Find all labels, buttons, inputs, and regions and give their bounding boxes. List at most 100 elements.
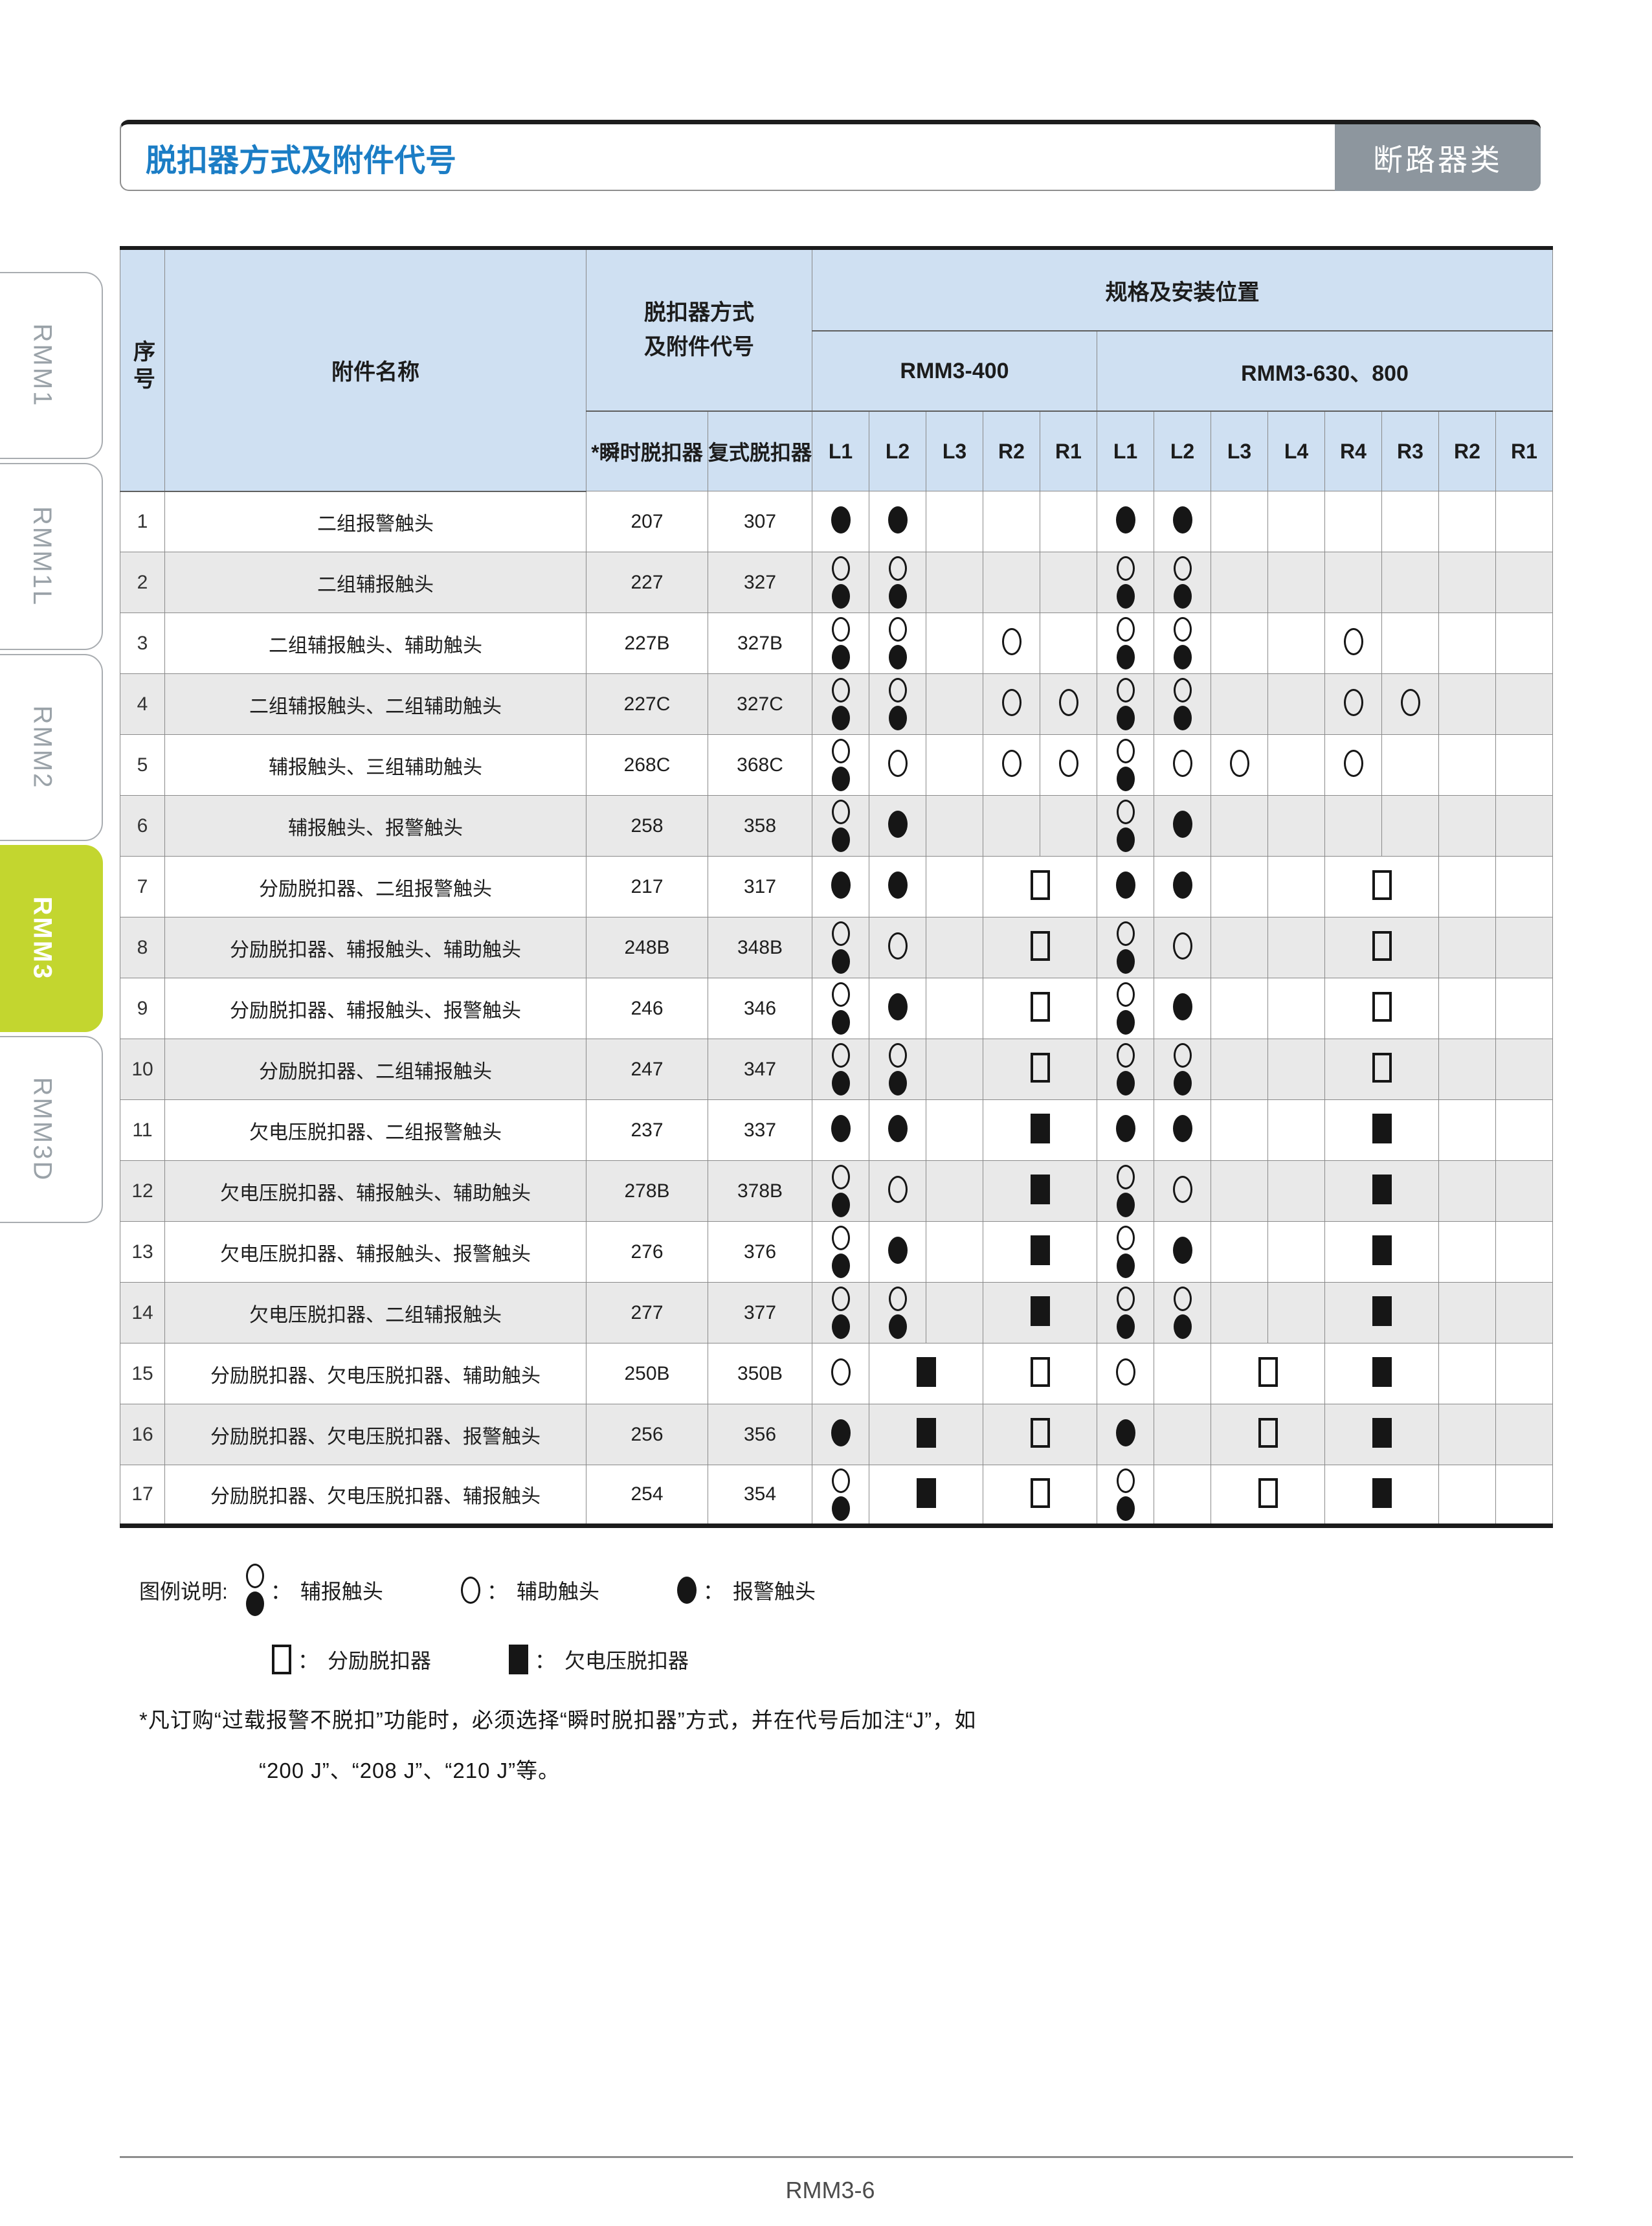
position-cell xyxy=(1324,1099,1439,1161)
symbol-part xyxy=(1116,1254,1135,1278)
symbol-part xyxy=(1116,982,1135,1007)
instant-trip-code: 248B xyxy=(586,917,708,978)
instant-trip-code: 276 xyxy=(586,1221,708,1283)
symbol-part xyxy=(888,617,907,642)
position-cell xyxy=(869,734,926,796)
symbol-undervoltage-release xyxy=(916,1418,936,1448)
position-cell xyxy=(812,795,869,857)
symbol-aux-alarm-contact xyxy=(1098,1287,1154,1339)
table-row: 11 欠电压脱扣器、二组报警触头 237 337 xyxy=(120,1099,1553,1161)
symbol-shunt-release xyxy=(1030,1053,1050,1083)
symbol-aux-alarm-contact xyxy=(1098,921,1154,974)
symbol-shunt-release xyxy=(1258,1478,1278,1508)
position-cell-empty xyxy=(1211,491,1268,552)
symbol-part xyxy=(1116,645,1135,669)
position-cell xyxy=(1097,1221,1154,1283)
position-cell-empty xyxy=(1211,978,1268,1039)
position-cell xyxy=(1154,917,1211,978)
position-cell xyxy=(869,1343,983,1404)
position-cell-empty xyxy=(926,978,983,1039)
header-position-l1: L1 xyxy=(1097,410,1154,491)
compound-trip-code: 317 xyxy=(708,856,812,917)
position-cell-empty xyxy=(1211,552,1268,613)
symbol-part xyxy=(831,949,850,974)
position-cell xyxy=(1324,917,1439,978)
compound-trip-code: 327 xyxy=(708,552,812,613)
position-cell-empty xyxy=(1267,1160,1325,1222)
symbol-shunt-release xyxy=(1372,931,1392,961)
position-cell-empty xyxy=(1324,491,1382,552)
symbol-alarm-contact xyxy=(887,1237,908,1264)
symbol-part xyxy=(1116,678,1135,703)
symbol-alarm-contact xyxy=(1172,871,1192,899)
symbol-alarm-contact xyxy=(1172,506,1192,534)
position-cell xyxy=(1154,856,1211,917)
symbol-shunt-release xyxy=(1372,870,1392,900)
footnote-line-1: *凡订购“过载报警不脱扣”功能时，必须选择“瞬时脱扣器”方式，并在代号后加注“J… xyxy=(139,1708,977,1732)
position-cell-empty xyxy=(983,795,1040,857)
position-cell-empty xyxy=(1154,1404,1211,1465)
position-cell-empty xyxy=(1438,1282,1496,1343)
position-cell xyxy=(1154,1160,1211,1222)
header-position-r2: R2 xyxy=(1438,410,1496,491)
symbol-aux-alarm-contact xyxy=(813,617,869,669)
symbol-part xyxy=(1116,1468,1135,1493)
symbol-part xyxy=(888,645,907,669)
header-position-l4: L4 xyxy=(1267,410,1325,491)
sidebar-tab-label: RMM3 xyxy=(28,896,56,981)
symbol-alarm-contact xyxy=(887,993,908,1020)
instant-trip-code: 207 xyxy=(586,491,708,552)
symbol-part xyxy=(1173,1043,1192,1068)
position-cell-empty xyxy=(1495,1160,1553,1222)
symbol-undervoltage-release xyxy=(1372,1114,1392,1143)
symbol-part xyxy=(1116,949,1135,974)
position-cell-empty xyxy=(1267,1282,1325,1343)
position-cell xyxy=(1154,978,1211,1039)
symbol-part xyxy=(831,739,850,763)
position-cell xyxy=(1097,1099,1154,1161)
symbol-auxiliary-contact xyxy=(1229,750,1249,777)
position-cell-empty xyxy=(1495,673,1553,735)
position-cell-empty xyxy=(1211,1039,1268,1100)
position-cell xyxy=(1097,978,1154,1039)
symbol-aux-alarm-contact xyxy=(813,1287,869,1339)
symbol-aux-alarm-contact xyxy=(1098,1043,1154,1096)
accessory-name: 分励脱扣器、欠电压脱扣器、辅助触头 xyxy=(164,1343,586,1404)
header-position-l3: L3 xyxy=(1211,410,1268,491)
position-cell xyxy=(869,491,926,552)
symbol-part xyxy=(245,1564,264,1588)
position-cell-empty xyxy=(1438,734,1496,796)
symbol-part xyxy=(831,1496,850,1521)
position-cell xyxy=(812,1039,869,1100)
accessory-name: 二组辅报触头、辅助触头 xyxy=(164,613,586,674)
position-cell-empty xyxy=(1267,552,1325,613)
symbol-part xyxy=(1116,584,1135,609)
sidebar-tab-rmm1: RMM1 xyxy=(0,272,103,459)
position-cell xyxy=(983,917,1097,978)
header-group-630: RMM3-630、800 xyxy=(1097,330,1553,412)
legend-colon: ： xyxy=(535,1649,556,1672)
position-cell xyxy=(983,1465,1097,1526)
position-cell-empty xyxy=(1381,734,1439,796)
position-cell-empty xyxy=(926,917,983,978)
symbol-part xyxy=(831,556,850,581)
position-cell-empty xyxy=(1438,673,1496,735)
position-cell-empty xyxy=(1324,552,1382,613)
row-seq: 13 xyxy=(120,1221,165,1283)
symbol-part xyxy=(1116,617,1135,642)
position-cell-empty xyxy=(1495,856,1553,917)
position-cell xyxy=(1097,1039,1154,1100)
accessory-name: 欠电压脱扣器、辅报触头、报警触头 xyxy=(164,1221,586,1283)
symbol-part xyxy=(1173,678,1192,703)
symbol-aux-alarm-contact xyxy=(1155,678,1211,730)
row-seq: 11 xyxy=(120,1099,165,1161)
position-cell xyxy=(1324,1465,1439,1526)
symbol-part xyxy=(1116,1314,1135,1339)
symbol-auxiliary-contact xyxy=(460,1576,480,1604)
symbol-alarm-contact xyxy=(1115,1419,1135,1446)
symbol-auxiliary-contact xyxy=(1343,750,1363,777)
symbol-part xyxy=(1116,800,1135,824)
symbol-part xyxy=(888,584,907,609)
position-cell-empty xyxy=(1438,552,1496,613)
symbol-part xyxy=(831,1010,850,1035)
